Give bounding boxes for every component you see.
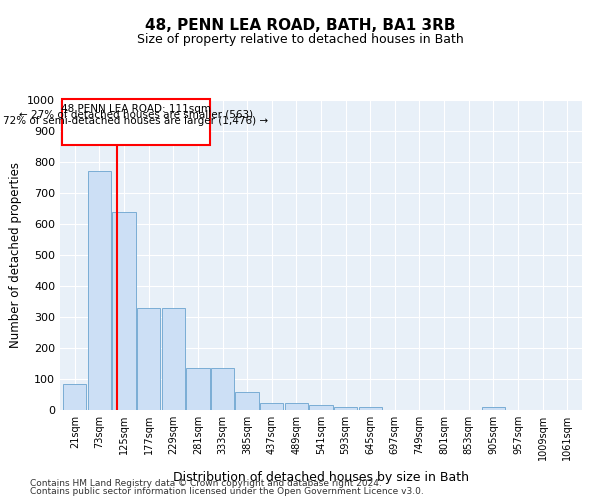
Text: 48 PENN LEA ROAD: 111sqm: 48 PENN LEA ROAD: 111sqm (61, 104, 211, 114)
Text: Contains HM Land Registry data © Crown copyright and database right 2024.: Contains HM Land Registry data © Crown c… (30, 478, 382, 488)
Bar (284, 403, 308, 410)
Text: Size of property relative to detached houses in Bath: Size of property relative to detached ho… (137, 32, 463, 46)
Bar (161, 308, 185, 410)
Bar (112, 212, 136, 410)
Bar (211, 368, 234, 410)
Bar (137, 308, 160, 410)
Bar (359, 407, 382, 410)
Text: Contains public sector information licensed under the Open Government Licence v3: Contains public sector information licen… (30, 487, 424, 496)
Bar (186, 368, 209, 410)
Text: ← 27% of detached houses are smaller (563): ← 27% of detached houses are smaller (56… (19, 110, 253, 120)
Text: 48, PENN LEA ROAD, BATH, BA1 3RB: 48, PENN LEA ROAD, BATH, BA1 3RB (145, 18, 455, 32)
Bar (235, 392, 259, 410)
Y-axis label: Number of detached properties: Number of detached properties (8, 162, 22, 348)
Bar (482, 407, 505, 410)
Bar (260, 403, 283, 410)
Bar (310, 404, 332, 410)
Bar (88, 172, 111, 410)
Bar (63, 384, 86, 410)
Text: 72% of semi-detached houses are larger (1,476) →: 72% of semi-detached houses are larger (… (3, 116, 268, 126)
X-axis label: Distribution of detached houses by size in Bath: Distribution of detached houses by size … (173, 471, 469, 484)
Bar (334, 407, 358, 410)
Bar (62, 100, 210, 145)
